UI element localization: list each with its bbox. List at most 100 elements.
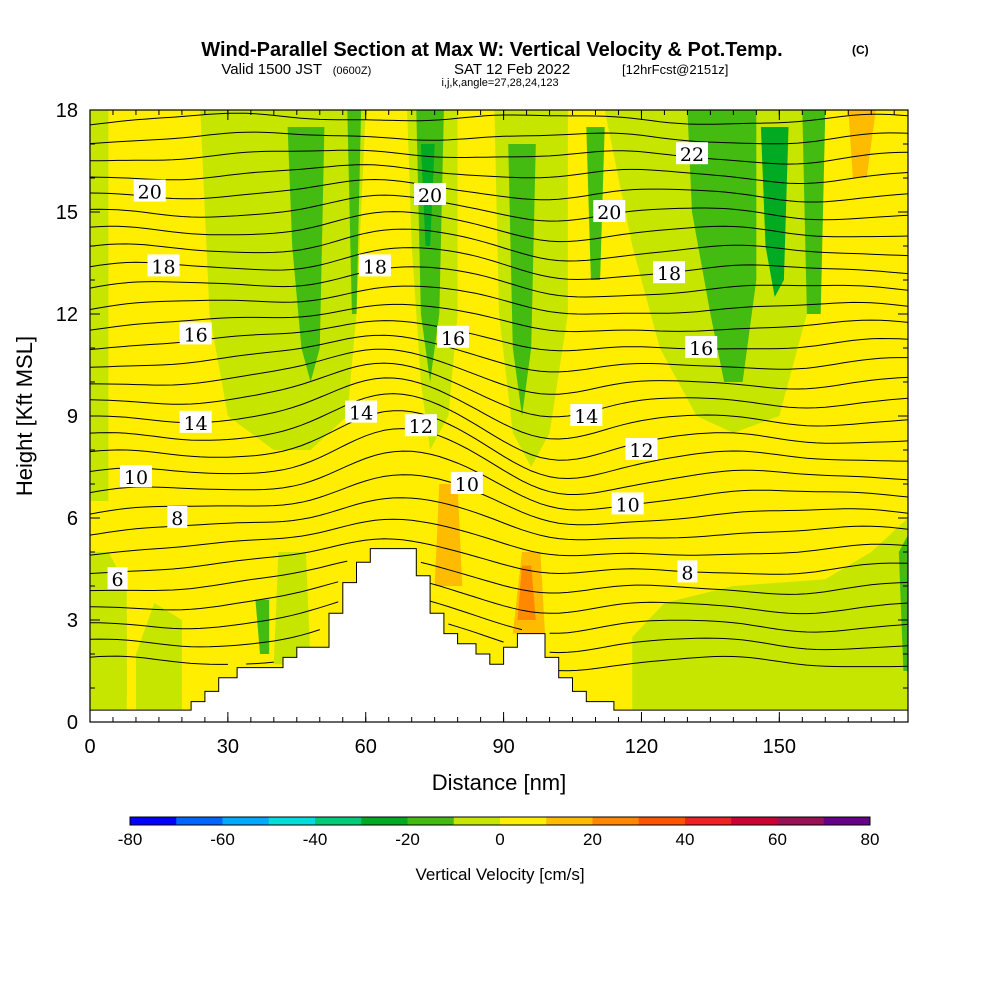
isentrope-label-box <box>179 410 212 433</box>
velocity-region <box>760 127 789 297</box>
colorbar-segment <box>453 817 501 825</box>
isentrope-label-box <box>611 492 644 515</box>
isentrope-label-box <box>570 404 603 426</box>
velocity-region <box>273 552 311 665</box>
x-tick-label: 90 <box>492 736 514 758</box>
isentrope-line <box>90 348 908 395</box>
colorbar-segment <box>407 817 455 825</box>
isentrope-label-text: 8 <box>171 508 183 530</box>
valid-date-label: SAT 12 Feb 2022 <box>454 61 570 78</box>
isentrope-line <box>90 410 908 480</box>
isentrope-label-text: 16 <box>689 338 713 360</box>
isentrope-label-text: 14 <box>574 406 598 428</box>
isentrope-label-box <box>653 261 686 284</box>
isentrope-label-box <box>685 336 718 358</box>
isentrope-label-box <box>107 567 128 590</box>
isentrope-label: 14 <box>570 404 603 428</box>
isentrope-label-text: 10 <box>616 494 640 516</box>
terrain-profile <box>90 548 908 722</box>
isentrope-label-box <box>593 200 626 222</box>
colorbar-segment <box>315 817 362 825</box>
isentrope-label: 18 <box>147 254 180 278</box>
isentrope-line <box>90 131 908 145</box>
isentrope-labels: 6 8 10 14 16 18 20 14 12 10 18 16 20 14 12 10 8 20 18 16 22 <box>107 142 718 591</box>
isentrope-label-text: 18 <box>363 256 387 278</box>
valid-utc-label: (0600Z) <box>333 65 372 77</box>
colorbar-segment <box>592 817 640 825</box>
isentrope-label-text: 8 <box>681 562 693 584</box>
colorbar-segment <box>222 817 270 825</box>
terrain <box>90 548 908 722</box>
isentrope-line <box>90 320 908 352</box>
isentrope-line <box>90 560 908 595</box>
isentrope-line <box>90 393 908 461</box>
isentrope-line <box>90 228 908 262</box>
colorbar-tick-label: -20 <box>395 830 420 849</box>
colorbar-segment <box>777 817 825 825</box>
isentrope-label: 20 <box>133 179 166 204</box>
isentrope-line <box>90 581 908 615</box>
isentrope-label: 12 <box>625 438 658 462</box>
isentrope-line <box>90 655 908 672</box>
isentrope-line <box>90 334 908 373</box>
velocity-region <box>632 518 908 711</box>
isentrope-line <box>90 428 908 495</box>
isentrope-line <box>90 474 908 526</box>
colorbar-segment <box>731 817 778 825</box>
colorbar-segment <box>500 817 547 825</box>
colorbar-tick-label: 40 <box>676 830 695 849</box>
isentrope-line <box>90 518 908 557</box>
chart-title: Wind-Parallel Section at Max W: Vertical… <box>201 39 782 61</box>
colorbar-tick-label: 80 <box>861 830 880 849</box>
isentrope-line <box>90 600 908 634</box>
isentrope-label: 14 <box>345 400 378 425</box>
isentrope-label-box <box>133 179 166 202</box>
velocity-region <box>136 603 182 711</box>
colorbar-segment <box>685 817 732 825</box>
colorbar-frame <box>129 816 871 826</box>
isentrope-line <box>90 178 908 203</box>
isentrope-label: 10 <box>611 492 644 516</box>
isentrope-label: 18 <box>653 261 686 285</box>
colorbar-label: Vertical Velocity [cm/s] <box>415 865 584 884</box>
isentrope-label-text: 20 <box>418 185 442 207</box>
isentrope-label: 16 <box>179 322 212 346</box>
isentrope-line <box>90 303 908 333</box>
isentrope-label-text: 12 <box>629 440 653 462</box>
isentrope-label-box <box>437 325 470 348</box>
x-tick-label: 150 <box>763 736 796 758</box>
isentrope-line <box>90 285 908 315</box>
isentrope-label-box <box>625 438 658 460</box>
y-tick-label: 6 <box>67 508 78 530</box>
isentrope-label: 20 <box>593 200 626 224</box>
isentrope-label-text: 18 <box>151 256 175 278</box>
colorbar-segment <box>268 817 316 825</box>
x-tick-label: 60 <box>355 736 377 758</box>
isentrope-line <box>90 266 908 298</box>
isentrope-label-box <box>450 472 483 494</box>
velocity-region <box>90 110 109 501</box>
isentrope-line <box>90 497 908 541</box>
isentrope-label-box <box>414 183 447 205</box>
colorbar-tick-label: -60 <box>210 830 235 849</box>
colorbar-segment <box>361 817 408 825</box>
grid-params-label: i,j,k,angle=27,28,24,123 <box>441 77 558 89</box>
y-tick-label: 18 <box>56 100 78 122</box>
isentrope-label: 16 <box>437 325 470 350</box>
isentrope-lines <box>90 95 908 672</box>
isentrope-line <box>90 112 908 126</box>
isentrope-line <box>90 211 908 243</box>
isentrope-line <box>90 450 908 511</box>
isentrope-label: 10 <box>450 472 483 496</box>
isentrope-line <box>90 95 908 106</box>
isentrope-label-box <box>119 465 152 488</box>
colorbar-segment <box>638 817 686 825</box>
colorbar-tick-label: 20 <box>583 830 602 849</box>
isentrope-label: 20 <box>414 183 447 207</box>
isentrope-line <box>90 164 908 185</box>
isentrope-label-text: 12 <box>409 416 433 438</box>
valid-time-label: Valid 1500 JST <box>221 61 322 78</box>
x-axis-label: Distance [nm] <box>432 770 567 795</box>
copyright-mark: (C) <box>852 43 869 57</box>
